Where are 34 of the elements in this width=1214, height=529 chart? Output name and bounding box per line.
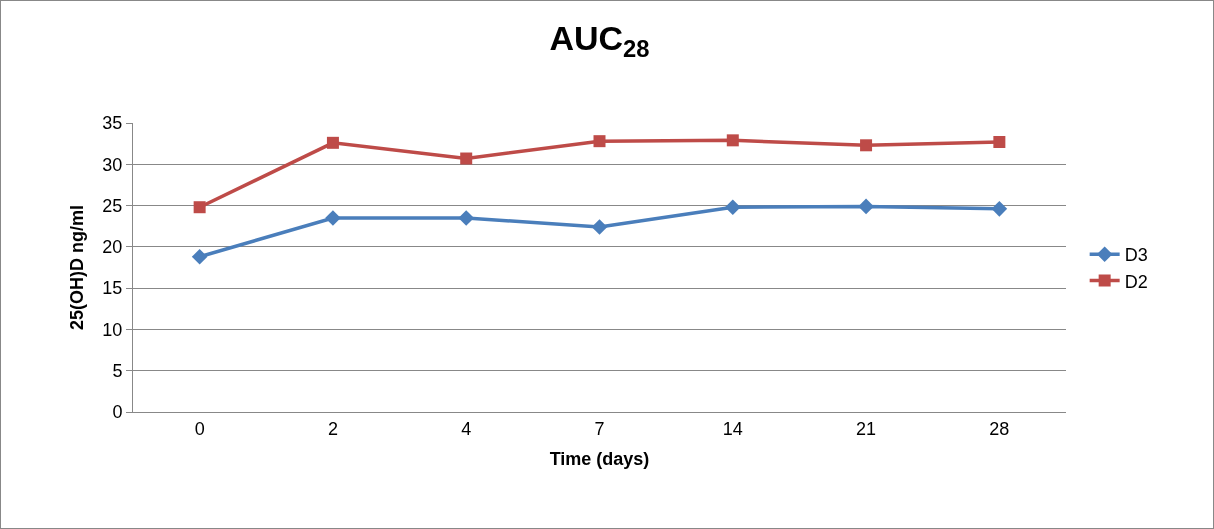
y-tick-label: 5 [112,361,123,382]
point [326,136,339,149]
point [993,135,1006,148]
point [858,198,874,215]
point [460,152,473,165]
point [591,219,608,235]
x-tick-label: 4 [461,418,472,439]
y-tick-label: 0 [112,402,123,423]
x-tick-label: 28 [989,418,1010,439]
point [193,201,206,214]
x-axis-title: Time (days) [549,448,650,469]
point [325,210,341,226]
x-tick-label: 14 [722,418,743,439]
x-tick-label: 0 [194,418,205,439]
point [724,199,741,216]
point [860,139,873,152]
chart-title: AUC$_{28}$ [549,18,650,63]
y-tick-label: 30 [102,154,123,175]
y-tick-label: 15 [102,278,123,299]
point [593,135,606,148]
point [458,210,475,226]
y-tick-label: 10 [102,319,123,340]
legend-label: D2 [1124,271,1148,292]
x-tick-label: 2 [327,418,338,439]
y-tick-label: 20 [102,237,123,258]
y-tick-label: 35 [102,113,123,134]
point [726,134,739,147]
y-axis-title: 25(OH)D ng/ml [66,204,87,331]
x-tick-label: 7 [594,418,605,439]
y-tick-label: 25 [102,195,123,216]
legend-label: D3 [1124,245,1148,266]
point [191,248,208,265]
x-tick-label: 21 [856,418,877,439]
point [991,201,1008,217]
